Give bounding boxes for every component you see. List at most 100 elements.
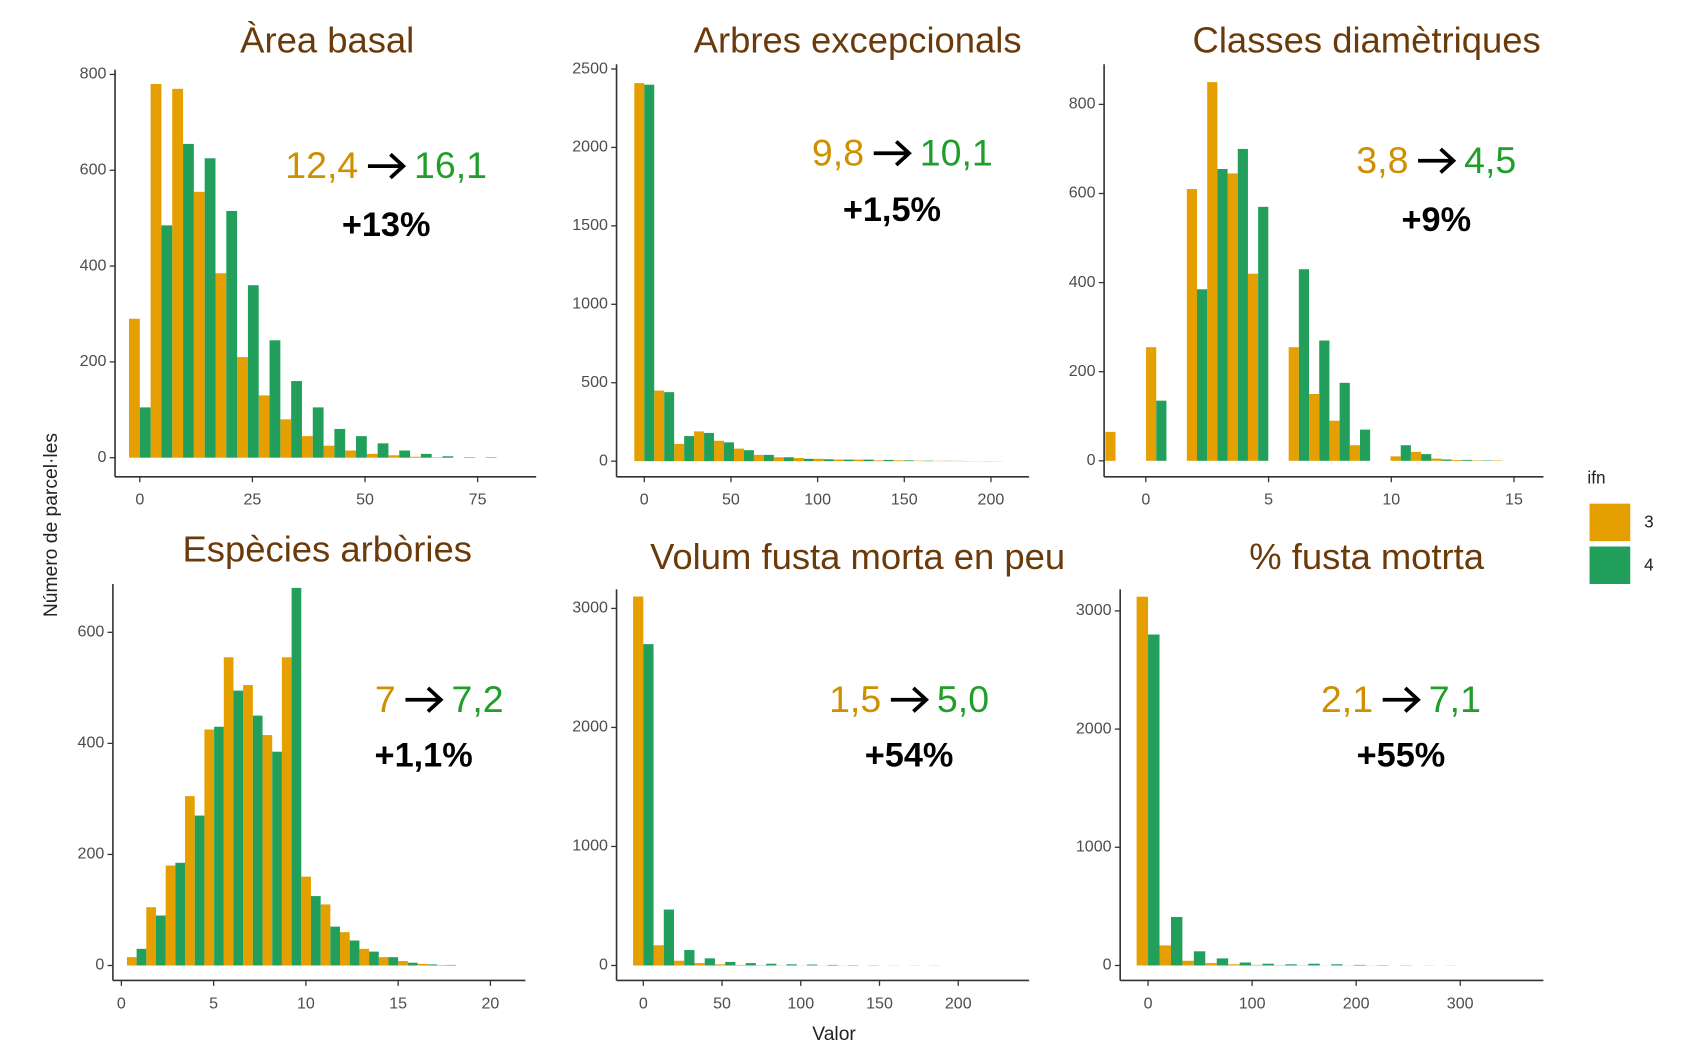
bar [269, 340, 281, 458]
x-tick-label: 100 [1239, 994, 1266, 1012]
y-tick-label: 0 [1087, 451, 1096, 469]
y-tick-label: 600 [78, 623, 105, 641]
bar [1186, 189, 1198, 461]
bar [863, 459, 874, 462]
bar [1331, 964, 1343, 966]
bar [1390, 456, 1401, 461]
bar [388, 957, 399, 966]
y-tick-label: 1000 [1076, 838, 1112, 856]
x-tick-label: 15 [389, 994, 407, 1012]
bar [398, 961, 408, 966]
bar [1239, 962, 1252, 966]
bar [417, 963, 428, 966]
y-tick-label: 0 [95, 956, 104, 974]
bar [243, 685, 253, 966]
bar [410, 456, 421, 458]
bar [291, 381, 302, 458]
x-tick-label: 50 [356, 491, 374, 509]
x-tick-label: 100 [787, 994, 814, 1012]
bar [883, 459, 894, 462]
arrow [1418, 147, 1457, 174]
panel-title: Espècies arbòries [182, 528, 471, 569]
bar [436, 964, 447, 966]
bar [1227, 173, 1238, 461]
bar [1441, 459, 1452, 461]
bar [136, 948, 147, 966]
bar [377, 443, 389, 458]
annotation-change: +55% [1357, 737, 1446, 775]
y-tick-label: 0 [599, 956, 608, 974]
bar [1262, 963, 1274, 966]
annotation-from: 9,8 [812, 131, 864, 173]
bar [903, 460, 914, 462]
bar [146, 907, 156, 966]
x-tick-label: 25 [243, 491, 261, 509]
y-tick-label: 800 [1069, 95, 1096, 113]
bar [1193, 951, 1206, 966]
bar [663, 909, 675, 966]
bar [793, 458, 804, 462]
bar [654, 390, 665, 462]
panel-title: Volum fusta morta en peu [650, 536, 1065, 577]
bar [634, 83, 645, 462]
bar [204, 158, 216, 458]
x-tick-label: 0 [117, 994, 126, 1012]
annotation-from: 12,4 [285, 144, 358, 186]
y-tick-label: 1500 [572, 216, 608, 234]
bar [193, 191, 205, 458]
bar [1451, 459, 1462, 461]
bar [1216, 958, 1229, 966]
bar [766, 963, 777, 966]
bar [1237, 148, 1248, 461]
bar [155, 915, 166, 966]
annotation-change: +54% [865, 737, 954, 775]
annotation-from: 3,8 [1356, 139, 1408, 181]
legend-title: ifn [1587, 468, 1605, 488]
bar [653, 945, 664, 966]
bar [724, 442, 734, 462]
bar [1136, 596, 1149, 966]
y-tick-label: 400 [1069, 273, 1096, 291]
bar [1309, 393, 1320, 461]
bar [704, 958, 715, 966]
bar [1217, 168, 1228, 461]
x-tick-label: 50 [713, 994, 731, 1012]
bar [813, 458, 824, 462]
annotation-from: 7 [375, 678, 396, 720]
bar [745, 963, 756, 966]
x-tick-label: 100 [804, 491, 831, 509]
bar [237, 357, 248, 458]
legend-swatch [1589, 546, 1631, 585]
bar [823, 459, 834, 462]
bar [763, 454, 774, 462]
y-tick-label: 3000 [572, 599, 608, 617]
bar [126, 957, 137, 966]
bar [359, 948, 370, 966]
x-tick-label: 0 [639, 994, 648, 1012]
y-tick-label: 800 [80, 65, 107, 83]
bar [223, 657, 234, 966]
x-tick-label: 300 [1447, 994, 1474, 1012]
bar [786, 964, 797, 966]
bar [369, 951, 379, 966]
bar [1339, 382, 1350, 461]
x-tick-label: 75 [469, 491, 487, 509]
y-tick-label: 200 [1069, 362, 1096, 380]
bar [165, 865, 176, 966]
bar [807, 964, 818, 966]
x-axis-title: Valor [812, 1024, 856, 1045]
bar [893, 460, 904, 462]
bar [1359, 429, 1371, 461]
bar [1329, 420, 1340, 461]
x-tick-label: 10 [297, 994, 315, 1012]
bar [258, 395, 270, 458]
bar [291, 587, 302, 966]
x-tick-label: 10 [1382, 491, 1400, 509]
bar [407, 962, 418, 966]
bar [1431, 458, 1442, 461]
y-tick-label: 2000 [572, 138, 608, 156]
bar [1354, 964, 1366, 966]
bar [280, 419, 292, 458]
y-tick-label: 2000 [572, 718, 608, 736]
